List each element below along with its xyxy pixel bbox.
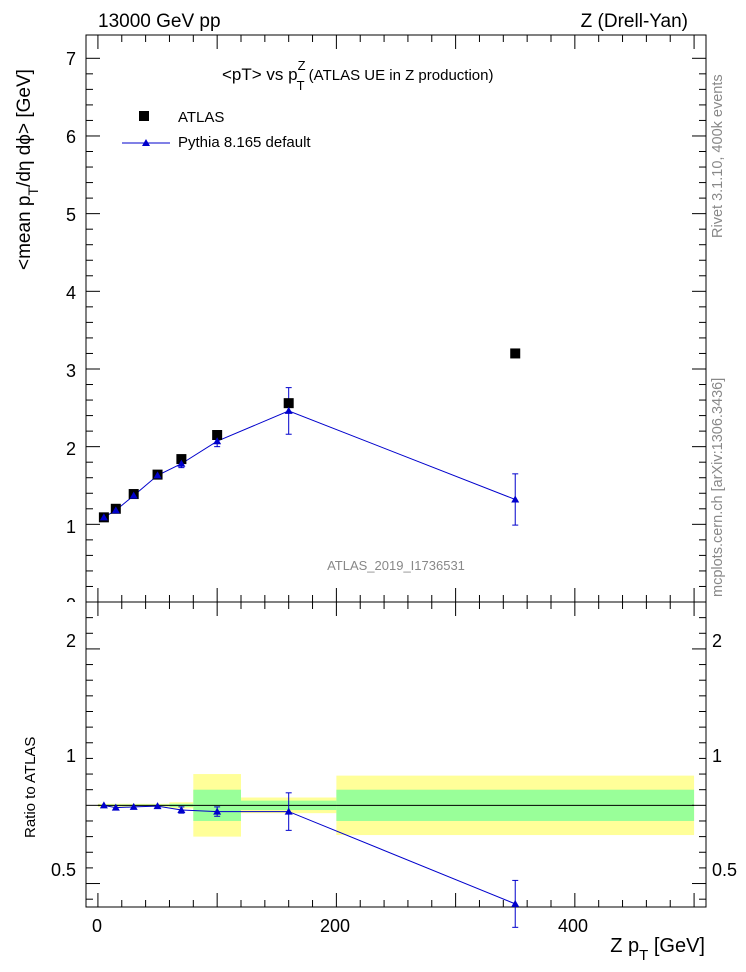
pythia-point-2: [129, 491, 138, 499]
pythia-point-6: [284, 406, 293, 414]
ratio-line: [103, 804, 516, 905]
ratio-tick-label-right-1: 1: [712, 746, 722, 766]
x-tick-label-400: 400: [558, 916, 588, 936]
ratio-tick-labels-right: 0.5 1 2: [712, 631, 737, 880]
pythia-point-5: [213, 437, 222, 445]
atlas-point-6: [283, 398, 294, 409]
pythia-point-0: [99, 513, 108, 521]
ratio-tick-label-0.5: 0.5: [51, 860, 76, 880]
axis-ticks: [86, 35, 706, 907]
atlas-point-5: [212, 430, 223, 441]
analysis-label: ATLAS_2019_I1736531: [327, 558, 465, 573]
x-tick-labels: 0 200 400: [92, 916, 588, 936]
y-tick-label-4: 4: [66, 283, 76, 303]
ratio-y-axis-label: Ratio to ATLAS: [22, 737, 39, 838]
process-label: Z (Drell-Yan): [581, 11, 688, 32]
ratio-series: [99, 792, 520, 928]
pythia-point-7: [511, 495, 520, 503]
x-axis-label: Z pT [GeV]: [610, 935, 705, 964]
ratio-tick-label-2: 2: [66, 631, 76, 651]
pythia-point-4: [177, 459, 186, 467]
pythia-point-3: [153, 471, 162, 479]
chart-title: <pT> vs pZ T (ATLAS UE in Z production): [222, 58, 493, 93]
rivet-info: Rivet 3.1.10, 400k events: [710, 74, 726, 238]
pythia-point-1: [111, 506, 120, 514]
ratio-tick-labels-left: 0.5 1 2: [51, 631, 76, 880]
pythia-line: [103, 410, 516, 518]
ratio-plot-frame: [85, 601, 707, 908]
ratio-tick-label-1: 1: [66, 746, 76, 766]
legend-pythia-label: Pythia 8.165 default: [178, 134, 311, 151]
collision-label: 13000 GeV pp: [98, 11, 221, 32]
ratio-uncertainty-bands: [97, 774, 695, 837]
y-tick-label-0-clip: 0: [66, 595, 76, 615]
y-axis-label: <mean pT/dη dϕ> [GeV]: [14, 69, 41, 270]
y-tick-labels: 1 2 3 4 5 6 7: [66, 49, 76, 537]
ratio-point-5: [213, 807, 222, 815]
x-tick-label-200: 200: [320, 916, 350, 936]
ratio-point-6: [284, 807, 293, 815]
legend-atlas-label: ATLAS: [178, 109, 224, 126]
y-tick-label-0: 0: [66, 595, 76, 615]
ratio-point-4: [177, 806, 186, 814]
ratio-point-7: [511, 899, 520, 907]
ratio-tick-label-right-0.5: 0.5: [712, 860, 737, 880]
mcplots-info: mcplots.cern.ch [arXiv:1306.3436]: [710, 378, 726, 597]
y-tick-label-2: 2: [66, 439, 76, 459]
legend-atlas-marker: [139, 111, 149, 121]
y-tick-label-7: 7: [66, 49, 76, 69]
ratio-point-1: [111, 803, 120, 811]
x-tick-label-0: 0: [92, 916, 102, 936]
legend-pythia-marker: [142, 139, 150, 146]
ratio-tick-label-right-2: 2: [712, 631, 722, 651]
y-tick-label-3: 3: [66, 361, 76, 381]
atlas-point-4: [176, 454, 187, 465]
ratio-point-2: [129, 802, 138, 810]
atlas-point-7: [510, 348, 521, 359]
ratio-point-0: [99, 801, 108, 809]
y-tick-label-5: 5: [66, 205, 76, 225]
data-series: [98, 348, 521, 526]
ratio-point-3: [153, 802, 162, 810]
y-tick-label-1: 1: [66, 517, 76, 537]
legend: ATLAS Pythia 8.165 default: [122, 109, 311, 151]
y-tick-label-6: 6: [66, 127, 76, 147]
